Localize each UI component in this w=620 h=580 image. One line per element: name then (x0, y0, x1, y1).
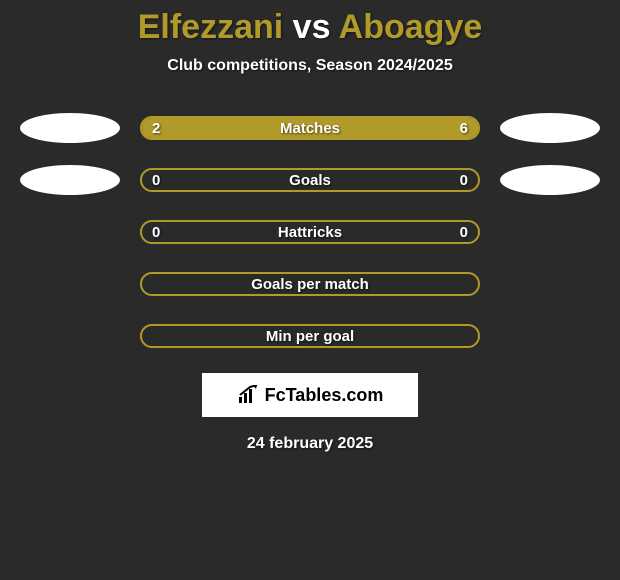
stat-label: Matches (142, 118, 478, 138)
logo-text: FcTables.com (265, 385, 384, 406)
logo: FcTables.com (237, 385, 384, 406)
stat-label: Goals (142, 170, 478, 190)
player1-marker (20, 113, 120, 143)
footer-date: 24 february 2025 (0, 435, 620, 453)
stat-row: Min per goal (0, 321, 620, 351)
logo-box: FcTables.com (202, 373, 418, 417)
spacer (500, 217, 600, 247)
stat-row: Goals per match (0, 269, 620, 299)
stat-row: 26Matches (0, 113, 620, 143)
stat-bar: 00Goals (140, 168, 480, 192)
stat-label: Min per goal (142, 326, 478, 346)
stat-bar: Min per goal (140, 324, 480, 348)
stat-bar: 26Matches (140, 116, 480, 140)
stat-rows: 26Matches 00Goals 00Hattricks Goals per mat… (0, 113, 620, 351)
stat-bar: Goals per match (140, 272, 480, 296)
spacer (20, 321, 120, 351)
spacer (20, 217, 120, 247)
subtitle: Club competitions, Season 2024/2025 (0, 57, 620, 75)
stat-row: 00Hattricks (0, 217, 620, 247)
logo-chart-icon (237, 385, 261, 405)
spacer (20, 269, 120, 299)
player2-marker (500, 113, 600, 143)
stat-label: Hattricks (142, 222, 478, 242)
comparison-title: Elfezzani vs Aboagye (0, 0, 620, 47)
stat-bar: 00Hattricks (140, 220, 480, 244)
vs-text: vs (293, 8, 331, 46)
stat-row: 00Goals (0, 165, 620, 195)
spacer (500, 321, 600, 351)
player2-name: Aboagye (339, 8, 483, 46)
player2-marker (500, 165, 600, 195)
stat-label: Goals per match (142, 274, 478, 294)
player1-name: Elfezzani (138, 8, 283, 46)
spacer (500, 269, 600, 299)
player1-marker (20, 165, 120, 195)
